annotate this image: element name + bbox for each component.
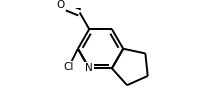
Text: N: N bbox=[85, 63, 93, 73]
Text: O: O bbox=[57, 0, 65, 10]
Text: Cl: Cl bbox=[63, 62, 74, 72]
